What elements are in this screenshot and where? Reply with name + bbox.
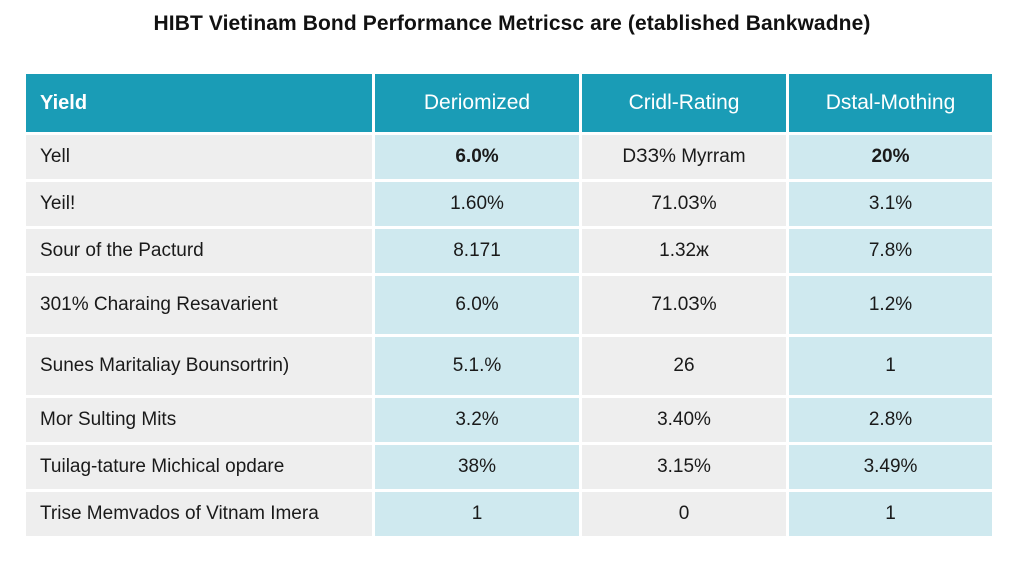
table-cell: 71.0З%	[579, 273, 786, 334]
table-row: Trise Memvados of Vitnam Imera 1 0 1	[26, 489, 992, 536]
row-label: 301% Charaing Resavarient	[26, 273, 372, 334]
table-cell: 1.60%	[372, 179, 579, 226]
table-row: Sunes Maritaliay Bounsortrin) 5.1.% 26 1	[26, 334, 992, 395]
table-cell: 38%	[372, 442, 579, 489]
table-cell: 1.32ж	[579, 226, 786, 273]
table-cell: 2.8%	[786, 395, 992, 442]
table-cell: 1	[786, 334, 992, 395]
table-cell: DЗЗ% Myrram	[579, 132, 786, 179]
table-cell: 1	[786, 489, 992, 536]
row-label: Yeil!	[26, 179, 372, 226]
table-cell: 3.2%	[372, 395, 579, 442]
table-cell: 6.0%	[372, 273, 579, 334]
table-row: Sour of the Pacturd 8.171 1.32ж 7.8%	[26, 226, 992, 273]
table-row: Yeil! 1.60% 71.0З% 3.1%	[26, 179, 992, 226]
table-cell: 3.1%	[786, 179, 992, 226]
table-row: Yell 6.0% DЗЗ% Myrram 20%	[26, 132, 992, 179]
table-cell: 1.2%	[786, 273, 992, 334]
table-cell: 1	[372, 489, 579, 536]
table-row: Mor Sulting Mits 3.2% 3.40% 2.8%	[26, 395, 992, 442]
table-cell: 26	[579, 334, 786, 395]
table-cell: 8.171	[372, 226, 579, 273]
table-cell: 71.0З%	[579, 179, 786, 226]
table-cell: 3.40%	[579, 395, 786, 442]
table-cell: 20%	[786, 132, 992, 179]
table-row: 301% Charaing Resavarient 6.0% 71.0З% 1.…	[26, 273, 992, 334]
page-title: HIBT Vietinam Bond Performance Metricsc …	[153, 12, 871, 35]
header-yield: Yield	[26, 74, 372, 132]
row-label: Tuilag-tature Michical opdare	[26, 442, 372, 489]
table-cell: 7.8%	[786, 226, 992, 273]
table-cell: 3.49%	[786, 442, 992, 489]
table-cell: 6.0%	[372, 132, 579, 179]
header-row: Yield Deriomized Cridl-Rating Dstal-Moth…	[26, 74, 992, 132]
header-credit-rating: Cridl-Rating	[579, 74, 786, 132]
row-label: Mor Sulting Mits	[26, 395, 372, 442]
row-label: Sour of the Pacturd	[26, 226, 372, 273]
row-label: Trise Memvados of Vitnam Imera	[26, 489, 372, 536]
row-label: Sunes Maritaliay Bounsortrin)	[26, 334, 372, 395]
metrics-table: Yield Deriomized Cridl-Rating Dstal-Moth…	[26, 74, 992, 536]
header-deriomized: Deriomized	[372, 74, 579, 132]
header-dstal-mothing: Dstal-Mothing	[786, 74, 992, 132]
table-cell: 5.1.%	[372, 334, 579, 395]
table-row: Tuilag-tature Michical opdare 38% 3.15% …	[26, 442, 992, 489]
table-cell: 3.15%	[579, 442, 786, 489]
row-label: Yell	[26, 132, 372, 179]
table-cell: 0	[579, 489, 786, 536]
